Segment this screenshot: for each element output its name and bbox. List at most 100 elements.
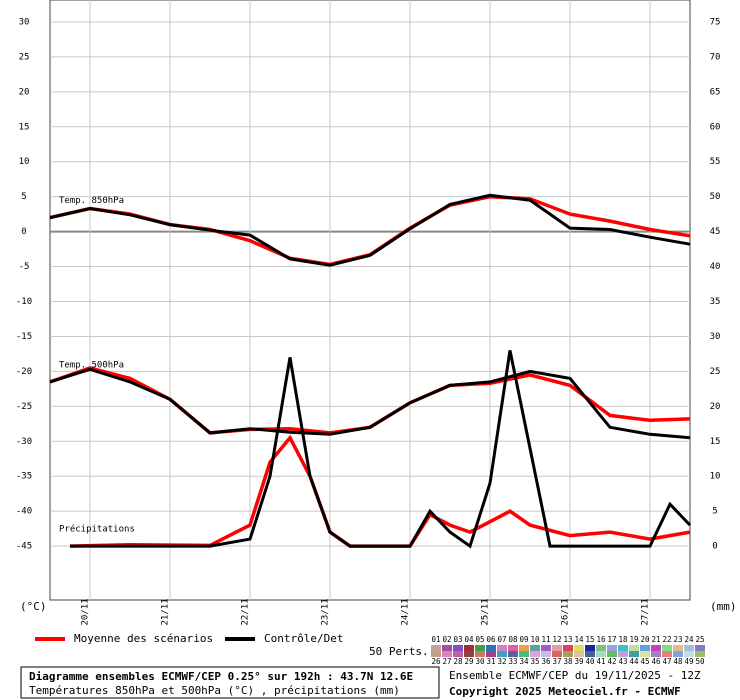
- member-label: 26: [431, 657, 441, 666]
- member-swatch: [651, 651, 661, 657]
- member-swatch: [618, 645, 628, 651]
- plot-area: [49, 0, 691, 601]
- y2-tick-label: 0: [712, 542, 717, 552]
- member-label: 34: [519, 657, 529, 666]
- member-label: 48: [673, 657, 683, 666]
- x-tick-label: 23/11: [321, 598, 331, 625]
- member-label: 07: [497, 635, 506, 644]
- run-info: Ensemble ECMWF/CEP du 19/11/2025 - 12Z: [449, 669, 701, 682]
- y-tick-label: -20: [16, 367, 32, 377]
- y-tick-label: 20: [19, 87, 30, 97]
- member-label: 41: [596, 657, 605, 666]
- member-swatch: [497, 645, 507, 651]
- member-swatch: [640, 651, 650, 657]
- y2-tick-label: 5: [712, 507, 717, 517]
- member-swatch: [453, 651, 463, 657]
- member-label: 33: [508, 657, 517, 666]
- member-swatch: [585, 651, 595, 657]
- member-label: 28: [453, 657, 463, 666]
- y-tick-label: -10: [16, 297, 32, 307]
- member-swatch: [497, 651, 507, 657]
- legend-label: Contrôle/Det: [264, 632, 343, 645]
- members-label: 50 Perts.: [369, 645, 429, 658]
- member-swatch: [662, 645, 672, 651]
- member-swatch: [662, 651, 672, 657]
- member-swatch: [629, 651, 639, 657]
- y2-tick-label: 50: [710, 192, 721, 202]
- x-tick-label: 24/11: [401, 598, 411, 625]
- member-label: 03: [453, 635, 462, 644]
- member-swatch: [519, 645, 529, 651]
- y2-tick-label: 75: [710, 17, 721, 27]
- member-label: 14: [574, 635, 584, 644]
- member-label: 19: [629, 635, 638, 644]
- y-tick-label: 5: [21, 192, 26, 202]
- y-tick-label: -30: [16, 437, 32, 447]
- y-tick-label: 25: [19, 52, 30, 62]
- member-label: 06: [486, 635, 496, 644]
- member-label: 40: [585, 657, 595, 666]
- y-tick-label: -35: [16, 472, 32, 482]
- y-unit: (°C): [20, 600, 47, 613]
- member-label: 01: [431, 635, 440, 644]
- copyright: Copyright 2025 Meteociel.fr - ECMWF: [449, 685, 681, 698]
- member-label: 47: [662, 657, 671, 666]
- y2-tick-label: 60: [710, 122, 721, 132]
- member-swatch: [563, 645, 573, 651]
- field-label: Précipitations: [59, 524, 135, 535]
- member-label: 29: [464, 657, 473, 666]
- member-swatch: [684, 651, 694, 657]
- y2-tick-label: 10: [710, 472, 721, 482]
- y2-unit: (mm): [710, 600, 737, 613]
- y2-tick-label: 15: [710, 437, 721, 447]
- member-label: 12: [552, 635, 561, 644]
- y-tick-label: -25: [16, 402, 32, 412]
- member-label: 27: [442, 657, 451, 666]
- control-line: [49, 193, 691, 267]
- member-swatch: [574, 651, 584, 657]
- grid: [50, 0, 690, 600]
- y-tick-label: 0: [21, 227, 26, 237]
- member-swatch: [530, 651, 540, 657]
- member-label: 45: [640, 657, 649, 666]
- control-line: [70, 350, 692, 549]
- member-label: 30: [475, 657, 485, 666]
- member-label: 17: [607, 635, 616, 644]
- member-label: 36: [541, 657, 551, 666]
- member-label: 20: [640, 635, 650, 644]
- member-label: 18: [618, 635, 628, 644]
- member-swatch: [453, 645, 463, 651]
- member-swatch: [607, 651, 617, 657]
- member-label: 04: [464, 635, 474, 644]
- y-tick-label: 30: [19, 17, 30, 27]
- member-label: 11: [541, 635, 550, 644]
- member-swatch: [684, 645, 694, 651]
- y-tick-label: -15: [16, 332, 32, 342]
- x-tick-label: 21/11: [161, 598, 171, 625]
- member-swatch: [629, 645, 639, 651]
- chart-subtitle: Températures 850hPa et 500hPa (°C) , pré…: [29, 684, 400, 697]
- member-swatch: [475, 651, 485, 657]
- member-label: 09: [519, 635, 528, 644]
- member-label: 37: [552, 657, 561, 666]
- member-label: 05: [475, 635, 484, 644]
- members: 01 02 03 04 05 06 07 08 09 10 11 12 13 14 15 16 17 18 19 20…: [431, 635, 705, 666]
- y-tick-label: -45: [16, 542, 32, 552]
- x-tick-label: 27/11: [641, 598, 651, 625]
- chart-title: Diagramme ensembles ECMWF/CEP 0.25° sur …: [29, 670, 413, 683]
- y2-tick-label: 35: [710, 297, 721, 307]
- member-swatch: [596, 651, 606, 657]
- y2-tick-label: 55: [710, 157, 721, 167]
- y2-tick-label: 25: [710, 367, 721, 377]
- member-swatch: [486, 651, 496, 657]
- member-swatch: [552, 645, 562, 651]
- member-swatch: [563, 651, 573, 657]
- member-label: 22: [662, 635, 671, 644]
- member-label: 31: [486, 657, 495, 666]
- member-swatch: [585, 645, 595, 651]
- member-swatch: [541, 651, 551, 657]
- y2-tick-label: 70: [710, 52, 721, 62]
- member-label: 08: [508, 635, 518, 644]
- member-swatch: [442, 651, 452, 657]
